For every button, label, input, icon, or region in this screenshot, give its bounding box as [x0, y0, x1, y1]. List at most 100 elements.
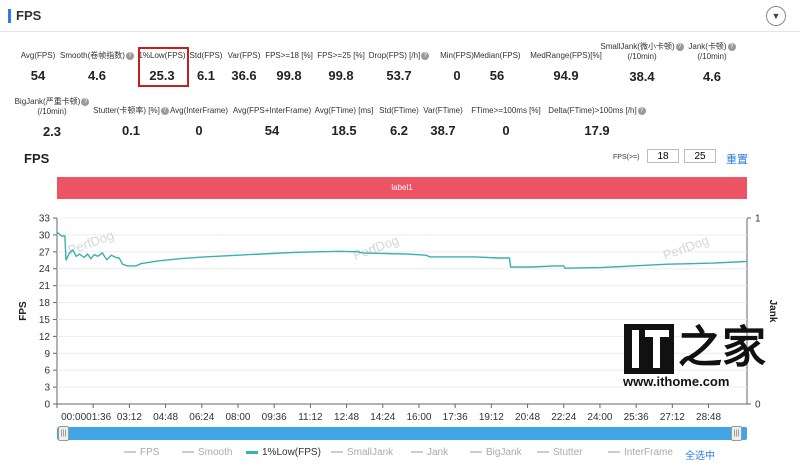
metric-label-text: Avg(FTime) [ms]	[314, 106, 374, 115]
metric-metrics_row2-5: Std(FTime) 6.2	[349, 106, 449, 138]
help-icon[interactable]: ?	[727, 42, 736, 51]
metric-label: Avg(FPS+InterFrame)	[222, 106, 322, 116]
help-icon[interactable]: ?	[421, 51, 430, 60]
metric-label-text: Delta(FTime)>100ms [/h]	[548, 106, 637, 115]
perfdog-watermark: PerfDog	[66, 227, 116, 257]
collapse-chevron-icon[interactable]: ▼	[766, 6, 786, 26]
metric-label-text: Var(FTime)	[423, 106, 463, 115]
y-tick-label: 30	[39, 230, 51, 241]
y-tick-label: 24	[39, 264, 51, 275]
y2-tick-label: 0	[755, 400, 761, 411]
y-tick-label: 15	[39, 315, 51, 326]
legend-swatch-icon	[331, 451, 343, 454]
metric-metrics_row1-3: Std(FPS) 6.1	[156, 51, 256, 83]
legend-item[interactable]: FPS	[124, 447, 159, 458]
panel-accent-bar	[8, 9, 11, 23]
help-icon[interactable]: ?	[675, 42, 684, 51]
x-tick-label: 00:0001:36	[61, 412, 111, 423]
metric-metrics_row2-0: BigJank(严重卡顿)? (/10min) 2.3	[2, 97, 102, 139]
legend-select-all[interactable]: 全选中	[685, 451, 715, 462]
legend-swatch-icon	[470, 451, 482, 454]
metric-label-text: Var(FPS)	[227, 51, 261, 60]
metric-label: Jank(卡顿)?	[662, 42, 762, 52]
metric-value: 25.3	[149, 68, 175, 83]
y-axis-title: FPS	[18, 301, 29, 321]
legend-swatch-icon	[124, 451, 136, 454]
metric-label-text: FPS>=25 [%]	[317, 51, 365, 60]
metric-label: Std(FTime)	[349, 106, 449, 116]
legend-label: Stutter	[553, 447, 583, 458]
metric-label: Var(FTime)	[393, 106, 493, 116]
fps-line-chart[interactable]: 0 3 6 9 12 15 18 21 24 27 30 33 0 1 00:0001:36 03:12 04:…	[0, 200, 800, 425]
metric-label-text: Drop(FPS) [/h]	[368, 51, 421, 60]
metric-value: 4.6	[702, 69, 722, 84]
metric-metrics_row2-7: FTime>=100ms [%] 0	[456, 106, 556, 138]
legend-item[interactable]: 1%Low(FPS)	[246, 447, 321, 458]
y-tick-label: 21	[39, 281, 51, 292]
x-tick-label: 24:00	[587, 412, 612, 423]
metric-metrics_row1-6: FPS>=25 [%] 99.8	[291, 51, 391, 83]
metric-label: Stutter(卡顿率) [%]?	[81, 106, 181, 116]
metric-metrics_row2-8: Delta(FTime)>100ms [/h]? 17.9	[547, 106, 647, 138]
metric-label-text: Median(FPS)	[473, 51, 521, 60]
metric-metrics_row1-10: MedRange(FPS)[%] 94.9	[516, 51, 616, 83]
metric-label: Smooth(卷帧指数)?	[47, 51, 147, 61]
highlight-box	[138, 47, 189, 87]
x-tick-label: 03:12	[117, 412, 142, 423]
metric-label: FPS>=18 [%]	[239, 51, 339, 61]
slider-right-handle[interactable]: |||	[731, 426, 742, 441]
metric-metrics_row1-4: Var(FPS) 36.6	[194, 51, 294, 83]
y-tick-label: 3	[44, 383, 50, 394]
chart-legend: FPS Smooth 1%Low(FPS) SmallJank Jank BigJank S…	[0, 447, 800, 462]
reset-link[interactable]: 重置	[726, 154, 748, 166]
x-tick-label: 17:36	[443, 412, 468, 423]
metric-label: MedRange(FPS)[%]	[516, 51, 616, 61]
legend-item[interactable]: Jank	[411, 447, 448, 458]
metric-metrics_row2-6: Var(FTime) 38.7	[393, 106, 493, 138]
metric-label-text: Avg(FPS+InterFrame)	[232, 106, 312, 115]
metric-label: Min(FPS)	[407, 51, 507, 61]
metric-value: 0	[502, 123, 510, 138]
metric-value: 0	[453, 68, 461, 83]
label-band[interactable]: label1	[57, 177, 747, 199]
metric-label-text: Jank(卡顿)	[688, 42, 727, 51]
logo-url: www.ithome.com	[623, 374, 730, 389]
help-icon[interactable]: ?	[81, 97, 90, 106]
legend-item[interactable]: BigJank	[470, 447, 522, 458]
perfdog-watermark: PerfDog	[351, 232, 401, 262]
chart-title: FPS	[24, 151, 50, 166]
legend-item[interactable]: InterFrame	[608, 447, 673, 458]
fps-threshold-input-2[interactable]	[684, 149, 716, 163]
legend-item[interactable]: Stutter	[537, 447, 582, 458]
metric-metrics_row1-1: Smooth(卷帧指数)? 4.6	[47, 51, 147, 83]
legend-label: Jank	[427, 447, 449, 458]
fps-threshold-input-1[interactable]	[647, 149, 679, 163]
metric-value: 54	[264, 123, 280, 138]
help-icon[interactable]: ?	[637, 106, 646, 115]
metric-value: 17.9	[584, 123, 610, 138]
slider-left-handle[interactable]: |||	[58, 426, 69, 441]
metric-label: BigJank(严重卡顿)?	[2, 97, 102, 107]
y-tick-label: 9	[44, 349, 50, 360]
help-icon[interactable]: ?	[125, 51, 134, 60]
time-range-slider[interactable]	[57, 427, 747, 440]
y-tick-label: 33	[39, 214, 51, 225]
metric-label: 1%Low(FPS)	[112, 51, 212, 61]
help-icon[interactable]: ?	[160, 106, 169, 115]
metric-label: Avg(FTime) [ms]	[294, 106, 394, 116]
x-tick-label: 12:48	[334, 412, 359, 423]
legend-swatch-icon	[182, 451, 194, 454]
metric-metrics_row1-12: Jank(卡顿)? (/10min) 4.6	[662, 42, 762, 84]
metric-value: 0.1	[121, 123, 141, 138]
x-tick-label: 20:48	[515, 412, 540, 423]
metric-metrics_row1-11: SmallJank(微小卡顿)? (/10min) 38.4	[592, 42, 692, 84]
x-tick-label: 06:24	[189, 412, 214, 423]
legend-item[interactable]: SmallJank	[331, 447, 393, 458]
legend-item[interactable]: Smooth	[182, 447, 232, 458]
x-tick-label: 08:00	[225, 412, 250, 423]
metric-metrics_row2-1: Stutter(卡顿率) [%]? 0.1	[81, 106, 181, 138]
series-line-1pct-low	[56, 231, 748, 269]
legend-label: SmallJank	[347, 447, 394, 458]
metric-value: 56	[489, 68, 505, 83]
x-tick-label: 27:12	[660, 412, 685, 423]
